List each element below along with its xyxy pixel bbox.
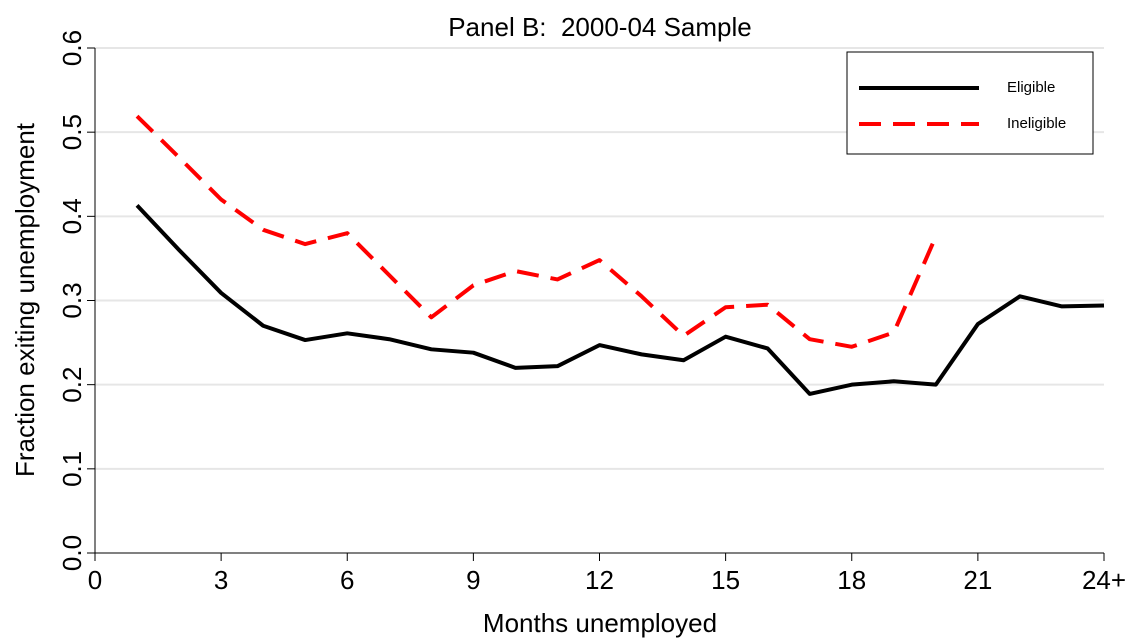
x-tick-label: 24+ (1082, 565, 1126, 595)
x-tick-label: 15 (711, 565, 740, 595)
y-tick-label: 0.2 (57, 367, 87, 403)
x-axis-label: Months unemployed (483, 608, 717, 638)
y-tick-label: 0.0 (57, 535, 87, 571)
chart-title: Panel B: 2000-04 Sample (448, 12, 752, 42)
x-tick-label: 9 (466, 565, 480, 595)
x-tick-label: 18 (837, 565, 866, 595)
y-axis-label: Fraction exiting unemployment (10, 122, 40, 477)
x-tick-label: 6 (340, 565, 354, 595)
y-tick-label: 0.5 (57, 114, 87, 150)
y-tick-label: 0.1 (57, 451, 87, 487)
legend-box (846, 51, 1094, 155)
legend-label: Eligible (1007, 79, 1055, 96)
y-tick-label: 0.6 (57, 30, 87, 66)
x-tick-label: 21 (963, 565, 992, 595)
x-tick-label: 3 (214, 565, 228, 595)
x-tick-label: 0 (88, 565, 102, 595)
line-series (135, 114, 938, 349)
y-tick-label: 0.4 (57, 198, 87, 234)
x-tick-label: 12 (585, 565, 614, 595)
line-series (135, 204, 1105, 396)
y-tick-label: 0.3 (57, 282, 87, 318)
legend-label: Ineligible (1007, 115, 1066, 132)
